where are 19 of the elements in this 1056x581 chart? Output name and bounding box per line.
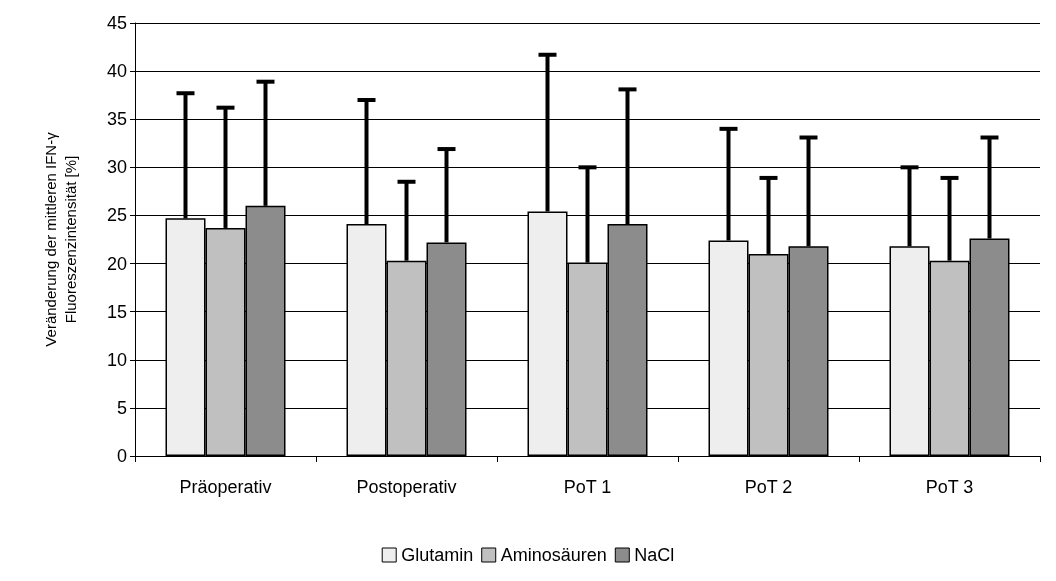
y-tick-label: 15 xyxy=(106,301,127,322)
legend-label: Glutamin xyxy=(401,545,474,565)
y-tick-label: 10 xyxy=(106,349,127,370)
legend-label: Aminosäuren xyxy=(500,545,607,565)
x-tick-label: PoT 3 xyxy=(925,477,974,497)
x-tick-label: PoT 2 xyxy=(744,477,793,497)
y-tick-label: 20 xyxy=(106,253,127,274)
y-tick-label: 45 xyxy=(106,13,127,33)
x-tick-label: Postoperativ xyxy=(356,477,457,497)
y-tick-label: 40 xyxy=(106,61,127,82)
y-axis-title: Veränderung der mittleren IFN-γ Fluoreszenzintensität [%] xyxy=(41,131,79,347)
y-tick-label: 25 xyxy=(106,205,127,226)
y-tick-label: 0 xyxy=(116,446,127,466)
y-tick-label: 30 xyxy=(106,157,127,178)
x-tick-label: Präoperativ xyxy=(179,477,272,497)
legend-label: NaCl xyxy=(634,545,675,565)
x-tick-label: PoT 1 xyxy=(563,477,612,497)
y-tick-label: 35 xyxy=(106,109,127,130)
y-tick-label: 5 xyxy=(116,397,127,418)
